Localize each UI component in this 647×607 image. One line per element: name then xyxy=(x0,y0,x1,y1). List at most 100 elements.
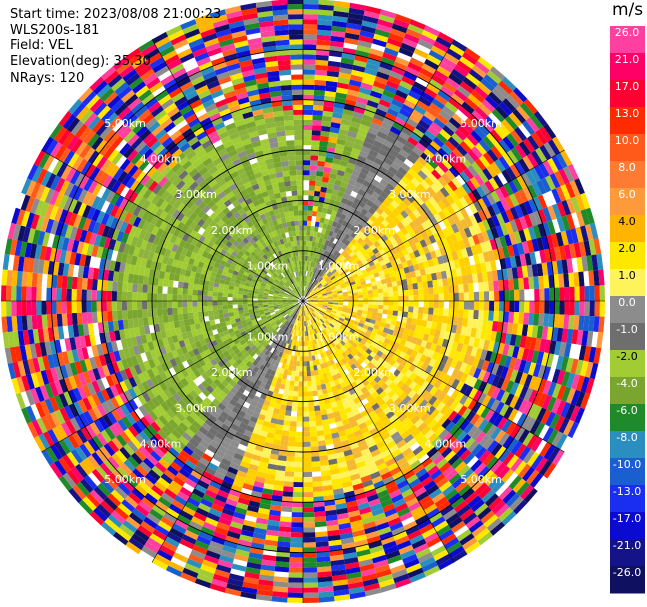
velocity-gate xyxy=(303,200,309,206)
velocity-gate xyxy=(345,254,352,261)
velocity-gate xyxy=(417,224,426,233)
velocity-gate xyxy=(335,174,344,182)
velocity-gate xyxy=(374,199,383,208)
velocity-gate xyxy=(458,258,466,268)
velocity-gate xyxy=(523,200,534,215)
velocity-gate xyxy=(298,386,303,392)
velocity-gate xyxy=(556,327,564,342)
velocity-gate xyxy=(421,63,437,75)
velocity-gate xyxy=(547,139,561,155)
velocity-gate xyxy=(404,369,413,378)
velocity-gate xyxy=(298,391,303,397)
velocity-gate xyxy=(315,531,328,538)
velocity-gate xyxy=(529,167,541,183)
velocity-gate xyxy=(300,351,303,357)
velocity-gate xyxy=(352,111,364,120)
velocity-gate xyxy=(448,349,457,359)
velocity-gate xyxy=(320,186,328,193)
velocity-gate xyxy=(308,301,314,303)
velocity-gate xyxy=(307,302,313,305)
velocity-gate xyxy=(404,206,413,216)
velocity-gate xyxy=(524,252,532,266)
velocity-gate xyxy=(313,200,319,207)
velocity-gate xyxy=(299,366,303,372)
velocity-gate xyxy=(362,336,369,343)
velocity-gate xyxy=(504,355,513,368)
velocity-gate xyxy=(310,277,314,283)
velocity-gate xyxy=(329,132,339,139)
velocity-gate xyxy=(555,433,568,450)
velocity-gate xyxy=(312,262,316,268)
velocity-gate xyxy=(382,174,392,183)
velocity-gate xyxy=(393,291,399,297)
velocity-gate xyxy=(358,322,365,328)
velocity-gate xyxy=(494,301,500,312)
velocity-gate xyxy=(531,405,543,420)
velocity-gate xyxy=(526,264,534,278)
velocity-gate xyxy=(541,326,549,340)
velocity-gate xyxy=(374,262,382,269)
velocity-gate xyxy=(406,117,419,128)
velocity-gate xyxy=(400,358,408,367)
velocity-gate xyxy=(309,235,314,242)
velocity-gate xyxy=(329,285,336,289)
velocity-gate xyxy=(543,444,556,460)
velocity-gate xyxy=(489,238,498,251)
velocity-gate xyxy=(304,286,307,292)
velocity-gate xyxy=(463,364,473,375)
velocity-gate xyxy=(315,309,320,313)
velocity-gate xyxy=(311,284,315,289)
velocity-gate xyxy=(312,305,317,308)
velocity-gate xyxy=(483,281,489,292)
velocity-gate xyxy=(356,237,364,245)
velocity-gate xyxy=(473,200,483,212)
velocity-gate xyxy=(551,188,562,204)
velocity-gate xyxy=(333,301,339,303)
velocity-gate xyxy=(304,260,308,266)
velocity-gate xyxy=(391,353,399,362)
velocity-gate xyxy=(337,290,343,294)
velocity-gate xyxy=(472,318,479,329)
velocity-gate xyxy=(285,461,295,467)
velocity-gate xyxy=(280,440,289,447)
velocity-gate xyxy=(360,82,373,91)
velocity-gate xyxy=(441,56,457,69)
velocity-gate xyxy=(341,250,347,257)
velocity-gate xyxy=(518,429,530,444)
velocity-gate xyxy=(566,213,576,230)
velocity-gate xyxy=(412,146,424,157)
velocity-gate xyxy=(356,176,365,185)
velocity-gate xyxy=(315,64,328,71)
velocity-gate xyxy=(328,253,334,259)
velocity-gate xyxy=(333,10,349,18)
velocity-gate xyxy=(409,132,422,143)
velocity-gate xyxy=(482,371,491,383)
velocity-gate xyxy=(368,322,375,329)
velocity-gate xyxy=(463,227,473,238)
velocity-gate xyxy=(313,301,319,303)
velocity-gate xyxy=(365,187,375,196)
velocity-gate xyxy=(365,104,377,113)
velocity-gate xyxy=(413,294,419,301)
velocity-gate xyxy=(437,89,451,102)
velocity-gate xyxy=(468,301,475,310)
velocity-gate xyxy=(459,229,468,240)
velocity-gate xyxy=(309,421,317,427)
velocity-gate xyxy=(315,281,320,286)
velocity-gate xyxy=(408,212,417,222)
velocity-gate xyxy=(418,307,424,314)
velocity-gate xyxy=(309,165,318,171)
velocity-gate xyxy=(327,219,334,226)
velocity-gate xyxy=(403,353,411,362)
velocity-gate xyxy=(357,128,368,137)
velocity-gate xyxy=(467,399,478,411)
velocity-gate xyxy=(303,471,313,478)
velocity-gate xyxy=(382,287,389,293)
velocity-gate xyxy=(307,301,313,304)
velocity-gate xyxy=(303,89,315,95)
velocity-gate xyxy=(468,68,484,82)
velocity-gate xyxy=(558,314,565,329)
velocity-gate xyxy=(428,234,437,244)
velocity-gate xyxy=(341,287,347,291)
velocity-gate xyxy=(486,361,495,374)
